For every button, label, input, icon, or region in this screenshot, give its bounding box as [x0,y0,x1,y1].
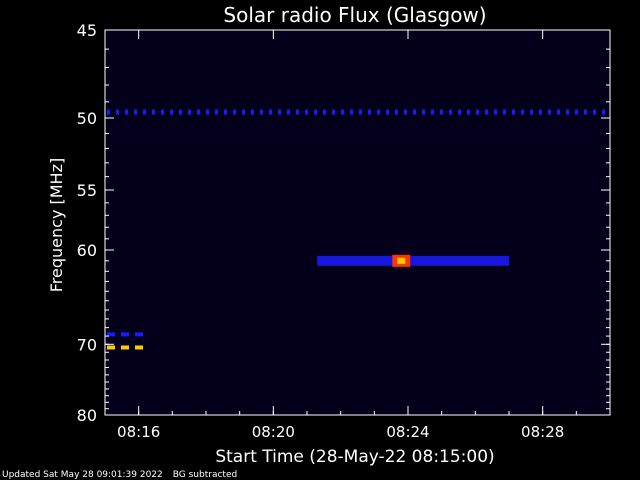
y-axis-label: Frequency [MHz] [47,158,66,292]
emission-dot [413,109,416,115]
emission-dot [449,109,452,115]
y-tick-label: 80 [77,406,97,425]
emission-dot [314,109,317,115]
emission-dot [467,109,470,115]
line-dash [135,345,143,350]
emission-dot [215,109,218,115]
emission-dot [296,109,299,115]
line-dash [121,345,129,350]
emission-dot [386,109,389,115]
emission-dot [233,109,236,115]
emission-dot [458,109,461,115]
x-axis: 08:16 08:20 08:24 08:28 [104,30,611,441]
emission-dot [188,109,191,115]
emission-dot [548,109,551,115]
emission-dot [179,109,182,115]
x-axis-label: Start Time (28-May-22 08:15:00) [215,447,494,467]
emission-dot [341,109,344,115]
emission-dot [485,109,488,115]
x-tick-label: 08:16 [117,423,160,441]
emission-dot [503,109,506,115]
emission-dot [287,109,290,115]
emission-dot [494,109,497,115]
emission-dot [350,109,353,115]
emission-dot [116,109,119,115]
emission-dot [224,109,227,115]
emission-dot [305,109,308,115]
emission-dot [206,109,209,115]
emission-dot [476,109,479,115]
emission-dot [431,109,434,115]
emission-dot [242,109,245,115]
plot-area [104,29,611,416]
emission-dot [512,109,515,115]
line-dash [107,332,115,337]
emission-dot [539,109,542,115]
emission-dot [566,109,569,115]
emission-dot [377,109,380,115]
emission-dot [251,109,254,115]
emission-dot [575,109,578,115]
emission-dot [404,109,407,115]
emission-dot [521,109,524,115]
emission-dot [368,109,371,115]
emission-dot [143,109,146,115]
y-axis: 45 50 55 60 70 80 [77,21,610,425]
y-tick-label: 60 [77,241,97,260]
background-note: BG subtracted [172,470,238,480]
y-tick-label: 50 [77,109,97,128]
emission-dot [602,109,605,115]
x-tick-label: 08:20 [252,423,295,441]
emission-dot [323,109,326,115]
emission-dot [530,109,533,115]
emission-dot [332,109,335,115]
emission-dot [197,109,200,115]
emission-dot [395,109,398,115]
emission-dot [125,109,128,115]
emission-dot [269,109,272,115]
emission-dot [107,109,110,115]
footer: Updated Sat May 28 09:01:39 2022 BG subtr… [2,470,247,480]
emission-dot [359,109,362,115]
emission-dot [260,109,263,115]
emission-dot [152,109,155,115]
heatmap-layer [107,109,605,350]
updated-timestamp: Updated Sat May 28 09:01:39 2022 [2,470,163,480]
emission-dot [557,109,560,115]
y-tick-label: 55 [77,181,97,200]
y-tick-label: 70 [77,335,97,354]
x-tick-label: 08:28 [521,423,564,441]
line-dash [107,345,115,350]
emission-dot [584,109,587,115]
burst-band [317,255,509,266]
y-tick-label: 45 [77,21,97,40]
emission-dot [278,109,281,115]
line-dash [135,332,143,337]
chart-title: Solar radio Flux (Glasgow) [223,3,486,27]
line-dash [121,332,129,337]
burst-peak-core [397,257,406,264]
emission-dot [593,109,596,115]
emission-dot [422,109,425,115]
emission-dot [134,109,137,115]
emission-dot [440,109,443,115]
emission-dot [170,109,173,115]
emission-dot [161,109,164,115]
x-tick-label: 08:24 [386,423,429,441]
